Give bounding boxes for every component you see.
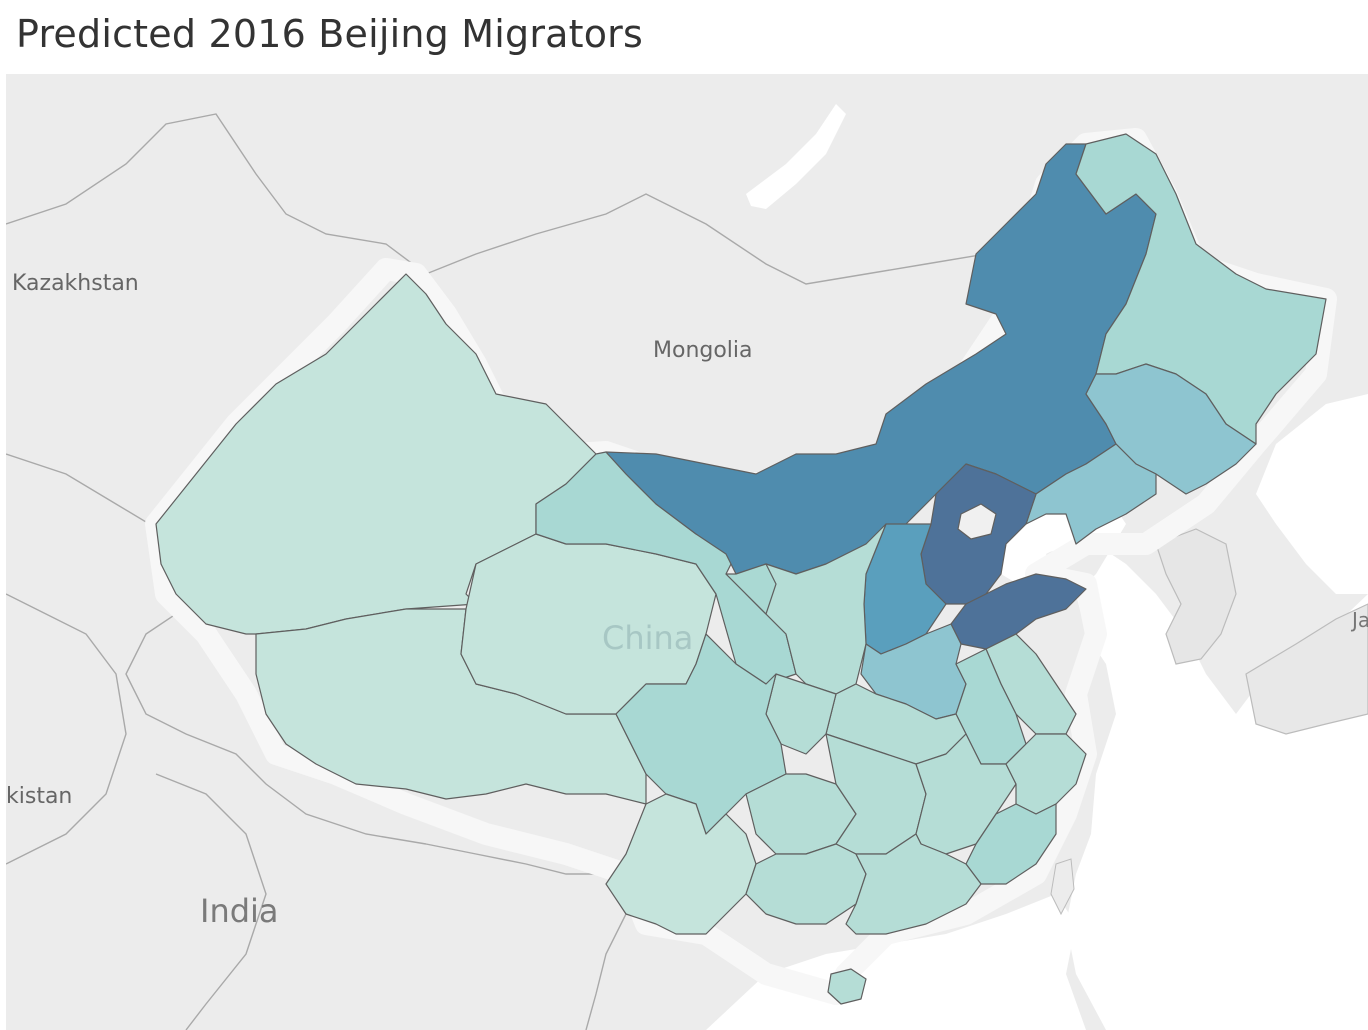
land-taiwan <box>1050 858 1075 916</box>
map-label-kazakhstan: Kazakhstan <box>12 271 139 296</box>
province-ningxia[interactable] <box>725 563 777 615</box>
map-canvas[interactable]: Kazakhstan Mongolia China India kistan J… <box>6 74 1368 1030</box>
province-hainan[interactable] <box>827 968 867 1005</box>
province-yunnan[interactable] <box>605 793 757 935</box>
map-svg[interactable]: Kazakhstan Mongolia China India kistan J… <box>6 74 1368 1030</box>
water-south-china-sea <box>706 894 1086 1030</box>
map-label-pakistan: kistan <box>6 784 72 809</box>
province-tibet[interactable] <box>255 608 647 805</box>
province-liaoning[interactable] <box>1025 443 1157 545</box>
province-zhejiang[interactable] <box>1005 733 1087 815</box>
water-yellow-sea <box>1036 494 1368 1030</box>
water-bohai <box>1001 504 1076 589</box>
province-beijing[interactable] <box>957 503 997 540</box>
chart-title: Predicted 2016 Beijing Migrators <box>16 12 643 56</box>
country-borders <box>6 113 1067 1030</box>
map-label-mongolia: Mongolia <box>653 338 753 363</box>
map-label-india: India <box>200 892 279 930</box>
provinces <box>155 133 1327 1005</box>
province-jilin[interactable] <box>1085 363 1257 495</box>
province-guangdong[interactable] <box>845 833 982 935</box>
water-sea-of-japan <box>1256 394 1368 594</box>
land-japan <box>1245 603 1368 735</box>
land-korea <box>1155 528 1237 665</box>
lake-baikal <box>746 104 846 209</box>
map-label-china: China <box>602 619 693 657</box>
map-label-japan: Ja <box>1350 608 1368 632</box>
